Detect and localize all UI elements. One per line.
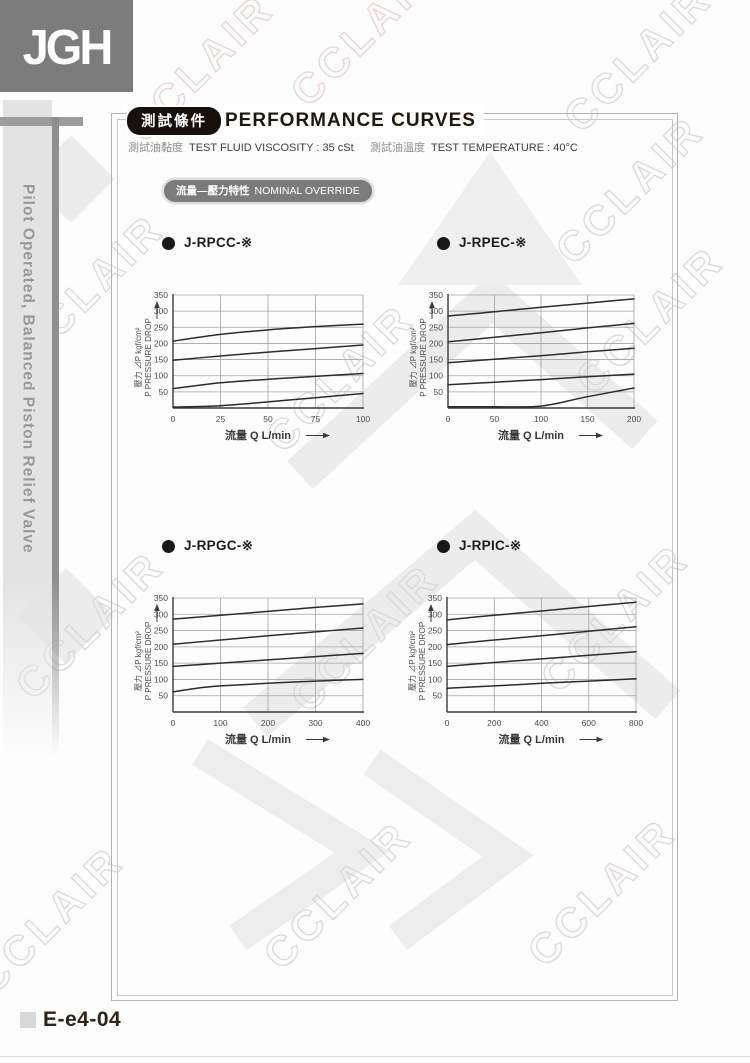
chart-title-j-rpcc: J-RPCC-※ [162, 235, 252, 251]
section-badge: 流量—壓力特性 NOMINAL OVERRIDE [164, 180, 372, 202]
chart-title-label: J-RPCC-※ [184, 235, 253, 250]
condition-viscosity-en: TEST FLUID VISCOSITY : 35 cSt [189, 142, 354, 154]
section-header: 測試條件 PERFORMANCE CURVES [126, 105, 484, 137]
bullet-icon [437, 539, 450, 553]
header-badge: 測試條件 [127, 107, 221, 135]
chart-title-j-rpec: J-RPEC-※ [437, 235, 527, 251]
section-badge-zh: 流量—壓力特性 [176, 185, 250, 197]
condition-viscosity: 測試油黏度 TEST FLUID VISCOSITY : 35 cSt [128, 139, 354, 155]
condition-temperature-zh: 測試油溫度 [370, 142, 425, 154]
watermark-text: CCLAIR [281, 0, 448, 115]
condition-temperature-en: TEST TEMPERATURE : 40°C [431, 142, 578, 154]
chart-title-j-rpgc: J-RPGC-※ [162, 538, 253, 554]
sidebar-stem-bar [52, 117, 59, 757]
bullet-icon [437, 236, 450, 250]
page-code-square-icon [20, 1012, 36, 1028]
sidebar: Pilot Operated, Balanced Piston Relief V… [3, 100, 52, 760]
logo-text: JGH [22, 18, 114, 74]
page-code: E-e4-04 [43, 1008, 122, 1031]
sidebar-top-bar [0, 117, 83, 126]
condition-viscosity-zh: 測試油黏度 [128, 142, 183, 154]
logo: JGH [0, 0, 133, 92]
chart-title-label: J-RPEC-※ [459, 235, 527, 250]
bullet-icon [162, 539, 175, 553]
chart-title-j-rpic: J-RPIC-※ [437, 538, 521, 554]
footer: E-e4-04 [20, 1008, 121, 1032]
section-badge-en: NOMINAL OVERRIDE [254, 185, 360, 197]
page-title: PERFORMANCE CURVES [225, 110, 476, 131]
chart-title-label: J-RPGC-※ [184, 538, 254, 553]
condition-temperature: 測試油溫度 TEST TEMPERATURE : 40°C [370, 139, 578, 155]
sidebar-title: Pilot Operated, Balanced Piston Relief V… [19, 184, 37, 554]
chart-title-label: J-RPIC-※ [459, 538, 522, 553]
bullet-icon [162, 236, 175, 250]
page-bottom-divider [0, 1056, 750, 1057]
